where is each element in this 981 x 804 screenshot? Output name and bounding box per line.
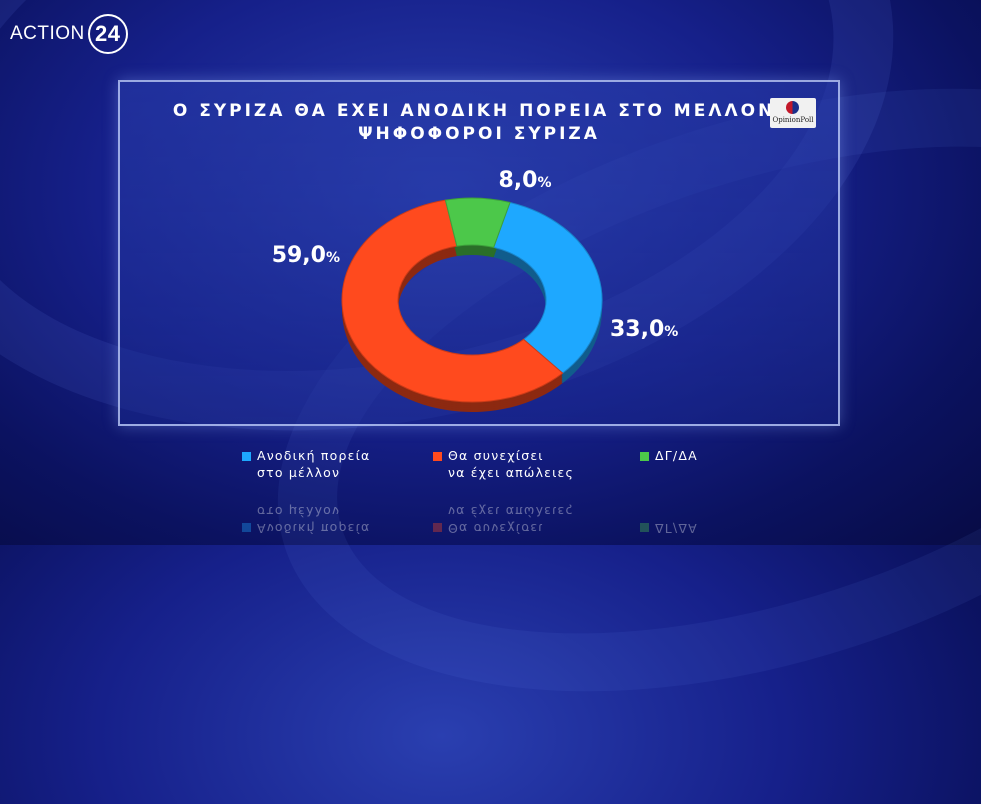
donut-chart: 33,0% 59,0% 8,0% [272,168,678,413]
legend-label: ΔΓ/ΔΑ [655,448,698,463]
data-label: 59,0% [272,243,340,268]
pollster-name: OpinionPoll [772,116,814,124]
legend-item-reflection: ΔΓ/ΔΑ [640,520,698,537]
slice [492,201,603,374]
legend-label: Ανοδική πορεία στο μέλλον [257,448,371,480]
legend-label: Θα συνεχίσει να έχει απώλειες [448,448,575,480]
chart-title-line: Ο ΣΥΡΙΖΑ ΘΑ ΕΧΕΙ ΑΝΟΔΙΚΗ ΠΟΡΕΙΑ ΣΤΟ ΜΕΛΛ… [172,101,786,121]
chart-title: Ο ΣΥΡΙΖΑ ΘΑ ΕΧΕΙ ΑΝΟΔΙΚΗ ΠΟΡΕΙΑ ΣΤΟ ΜΕΛΛ… [120,100,838,146]
pollster-logo: OpinionPoll [770,98,816,128]
chart-subtitle-line: ΨΗΦΟΦΟΡΟΙ ΣΥΡΙΖΑ [358,124,600,144]
legend-swatch [433,452,442,461]
data-label: 8,0% [498,168,551,193]
legend-item: Ανοδική πορεία στο μέλλον [242,447,370,481]
legend-swatch [242,452,251,461]
channel-logo: ACTION 24 [10,14,128,54]
legend-label: ΔΓ/ΔΑ [655,521,698,536]
legend-item: ΔΓ/ΔΑ [640,447,698,464]
legend-label: Ανοδική πορεία στο μέλλον [257,504,371,536]
legend-item-reflection: Ανοδική πορεία στο μέλλον [242,503,370,537]
slice [341,199,564,403]
slice [444,197,511,248]
data-label: 33,0% [610,317,678,342]
chart-legend: Ανοδική πορεία στο μέλλον Θα συνεχίσει να… [0,447,981,487]
legend-label: Θα συνεχίσει να έχει απώλειες [448,504,575,536]
pollster-logo-icon [786,101,799,114]
legend-swatch [242,523,251,532]
legend-item-reflection: Θα συνεχίσει να έχει απώλειες [433,503,574,537]
logo-text: ACTION [10,23,85,44]
legend-swatch [433,523,442,532]
legend-item: Θα συνεχίσει να έχει απώλειες [433,447,574,481]
legend-swatch [640,523,649,532]
logo-number: 24 [87,14,128,54]
legend-swatch [640,452,649,461]
legend-reflection: Ανοδική πορεία στο μέλλον Θα συνεχίσει να… [0,487,981,537]
